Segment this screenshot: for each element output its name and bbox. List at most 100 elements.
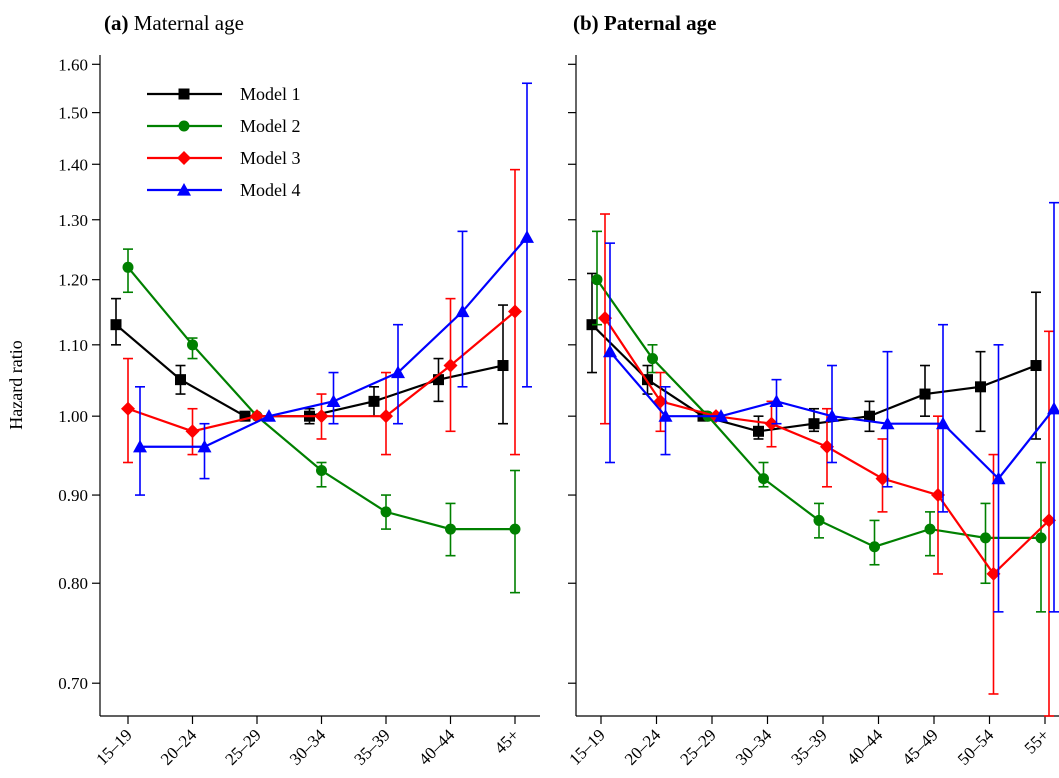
data-point — [175, 374, 186, 386]
data-point — [769, 394, 784, 407]
x-tick-label: 50–54 — [954, 725, 998, 769]
panel-a-title: (a) Maternal age — [104, 11, 244, 35]
data-point — [368, 395, 380, 407]
legend-entry: Model 1 — [147, 84, 301, 104]
data-point — [919, 388, 931, 400]
data-point — [326, 394, 341, 407]
y-tick-label: 1.20 — [58, 271, 88, 290]
legend-entry: Model 2 — [147, 116, 301, 136]
legend-entry: Model 4 — [147, 180, 301, 200]
x-tick-label: 40–44 — [843, 725, 887, 769]
y-tick-label: 1.10 — [58, 336, 88, 355]
series-model-3 — [121, 168, 522, 464]
x-tick-label: 30–34 — [286, 725, 330, 769]
x-tick-label: 25–29 — [221, 725, 264, 768]
data-point — [991, 471, 1006, 485]
data-point — [1035, 532, 1047, 544]
data-point — [379, 409, 393, 424]
y-tick-label: 0.80 — [58, 574, 88, 593]
data-point — [197, 439, 212, 453]
data-point — [975, 381, 986, 393]
y-tick-label: 1.60 — [58, 55, 88, 74]
x-tick-label: 45+ — [491, 725, 523, 757]
legend-marker — [178, 120, 190, 132]
x-tick-label: 30–34 — [732, 725, 776, 769]
x-tick-label: 35–39 — [787, 725, 830, 768]
data-point — [443, 358, 458, 373]
panel-b-letter: (b) — [573, 11, 599, 35]
legend-label: Model 4 — [240, 180, 301, 200]
data-point — [875, 471, 890, 486]
series-model-4 — [133, 82, 534, 496]
data-point — [185, 424, 200, 439]
data-point — [647, 353, 658, 365]
data-point — [936, 416, 950, 430]
panel-b-title-text: Paternal age — [604, 11, 717, 35]
panel-a-title-text: Maternal age — [134, 11, 244, 35]
data-point — [508, 304, 522, 319]
panel-a-y-ticks: 0.70 0.80 0.90 1.00 1.10 1.20 1.30 1.40 1.50 1.60 — [58, 55, 100, 693]
data-point — [110, 319, 122, 331]
panel-a-letter: (a) — [104, 11, 129, 35]
data-point — [497, 360, 509, 372]
panel-paternal-age: (b) Paternal age 15–19 20–24 25–29 30–34 35–… — [565, 11, 1059, 769]
data-point — [314, 409, 329, 424]
data-point — [758, 473, 769, 485]
x-tick-label: 15–19 — [565, 725, 608, 768]
panel-a-x-ticks: 15–19 20–24 25–29 30–34 35–39 40–44 45+ — [92, 716, 523, 769]
x-tick-label: 40–44 — [415, 725, 459, 769]
legend-marker — [177, 183, 191, 196]
panel-b-y-ticks — [568, 63, 576, 684]
data-point — [658, 409, 673, 422]
panel-b-x-ticks: 15–19 20–24 25–29 30–34 35–39 40–44 45–49 50–54… — [565, 716, 1053, 769]
legend: Model 1 Model 2 Model 3 Model 4 — [147, 84, 301, 200]
panel-b-series — [586, 201, 1059, 717]
y-axis-label: Hazard ratio — [6, 340, 26, 429]
x-tick-label: 15–19 — [92, 725, 135, 768]
data-point — [316, 465, 327, 477]
data-point — [808, 418, 820, 430]
data-point — [753, 425, 764, 437]
data-point — [187, 339, 198, 351]
x-tick-label: 20–24 — [621, 725, 665, 769]
data-point — [714, 409, 728, 422]
data-point — [433, 374, 444, 386]
data-point — [121, 401, 135, 416]
data-point — [391, 365, 405, 379]
data-point — [986, 566, 1001, 581]
data-point — [869, 541, 880, 553]
x-tick-label: 45–49 — [898, 725, 941, 768]
y-tick-label: 0.90 — [58, 486, 88, 505]
data-point — [455, 304, 470, 318]
data-point — [820, 439, 834, 454]
y-tick-label: 1.40 — [58, 155, 88, 174]
data-point — [262, 409, 276, 422]
legend-label: Model 1 — [240, 84, 301, 104]
data-point — [813, 514, 825, 526]
series-model-3 — [598, 213, 1056, 717]
panel-maternal-age: (a) Maternal age Hazard ratio 0.70 0.80 0.… — [6, 11, 540, 769]
data-point — [133, 439, 147, 453]
x-tick-label: 35–39 — [350, 725, 393, 768]
y-tick-label: 0.70 — [58, 674, 88, 693]
data-point — [122, 261, 134, 273]
data-point — [1047, 401, 1059, 415]
y-tick-label: 1.00 — [58, 407, 88, 426]
y-tick-label: 1.30 — [58, 211, 88, 230]
data-point — [880, 416, 895, 430]
data-point — [445, 523, 456, 535]
data-point — [520, 230, 534, 243]
legend-label: Model 2 — [240, 116, 301, 136]
data-point — [931, 488, 945, 503]
data-point — [924, 523, 936, 535]
data-point — [1030, 360, 1042, 372]
series-model-2 — [122, 248, 521, 594]
legend-marker — [177, 151, 191, 165]
legend-label: Model 3 — [240, 148, 301, 168]
data-point — [598, 311, 612, 326]
panel-b-title: (b) Paternal age — [573, 11, 716, 35]
legend-entry: Model 3 — [147, 148, 301, 168]
data-point — [239, 410, 251, 422]
series-model-4 — [603, 201, 1059, 613]
